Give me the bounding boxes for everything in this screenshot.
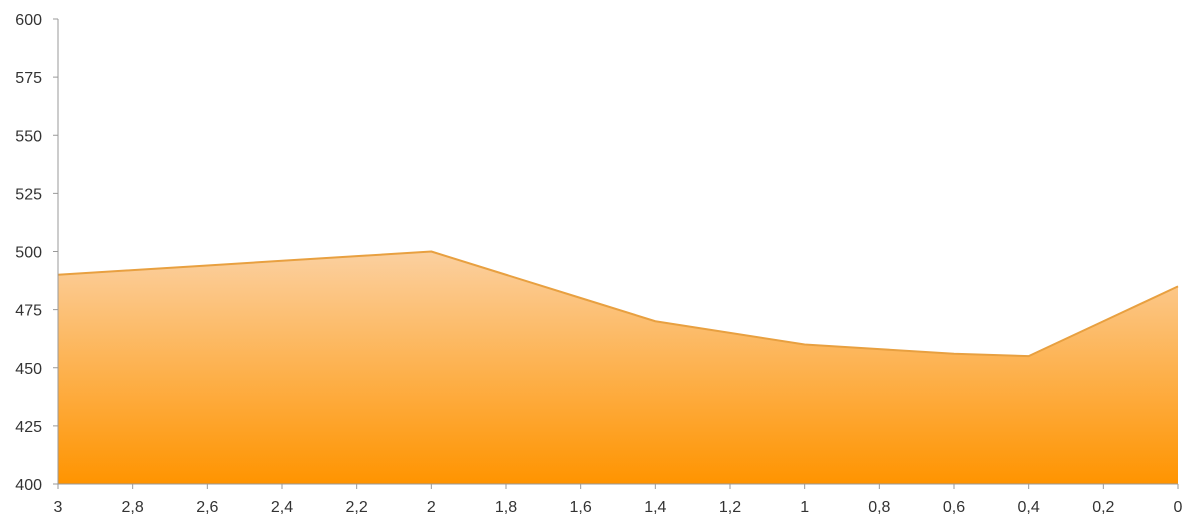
y-tick-label: 550 [15, 128, 42, 145]
data-point [1102, 320, 1104, 322]
area-layer [57, 250, 1179, 484]
y-tick-label: 475 [15, 303, 42, 320]
y-tick-label: 400 [15, 477, 42, 494]
x-tick-label: 0,2 [1092, 499, 1114, 516]
data-point [878, 348, 880, 350]
data-point [132, 269, 134, 271]
data-point [580, 297, 582, 299]
x-tick-label: 1,2 [719, 499, 741, 516]
x-tick-label: 1,6 [570, 499, 592, 516]
x-tick-label: 2 [427, 499, 436, 516]
data-point [804, 344, 806, 346]
y-tick-label: 450 [15, 361, 42, 378]
y-tick-label: 575 [15, 70, 42, 87]
x-tick-label: 2,6 [196, 499, 218, 516]
data-point [953, 353, 955, 355]
data-point [1177, 285, 1179, 287]
y-axis-ticks: 400 425 450 475 500 525 550 575 600 [15, 12, 58, 494]
data-point [1028, 355, 1030, 357]
x-axis-ticks: 3 2,8 2,6 2,4 2,2 2 1,8 1,6 1,4 1,2 1 0,8 0,6 0,4 0,2 0 [54, 484, 1183, 516]
data-point [356, 255, 358, 257]
y-tick-label: 525 [15, 186, 42, 203]
x-tick-label: 0,4 [1018, 499, 1040, 516]
data-point [430, 251, 432, 253]
y-tick-label: 425 [15, 419, 42, 436]
x-tick-label: 2,2 [346, 499, 368, 516]
x-tick-label: 0 [1174, 499, 1183, 516]
y-tick-label: 500 [15, 245, 42, 262]
data-point [505, 274, 507, 276]
x-tick-label: 0,6 [943, 499, 965, 516]
series-line-0 [57, 250, 1179, 358]
x-tick-label: 1,8 [495, 499, 517, 516]
x-tick-label: 0,8 [868, 499, 890, 516]
x-tick-label: 2,8 [122, 499, 144, 516]
y-tick-label: 600 [15, 12, 42, 29]
x-tick-label: 2,4 [271, 499, 293, 516]
area-fill-series-0 [58, 251, 1178, 484]
data-point [654, 320, 656, 322]
data-point [281, 260, 283, 262]
x-tick-label: 3 [54, 499, 63, 516]
x-tick-label: 1,4 [644, 499, 666, 516]
x-tick-label: 1 [800, 499, 809, 516]
data-point [206, 264, 208, 266]
data-point [729, 332, 731, 334]
